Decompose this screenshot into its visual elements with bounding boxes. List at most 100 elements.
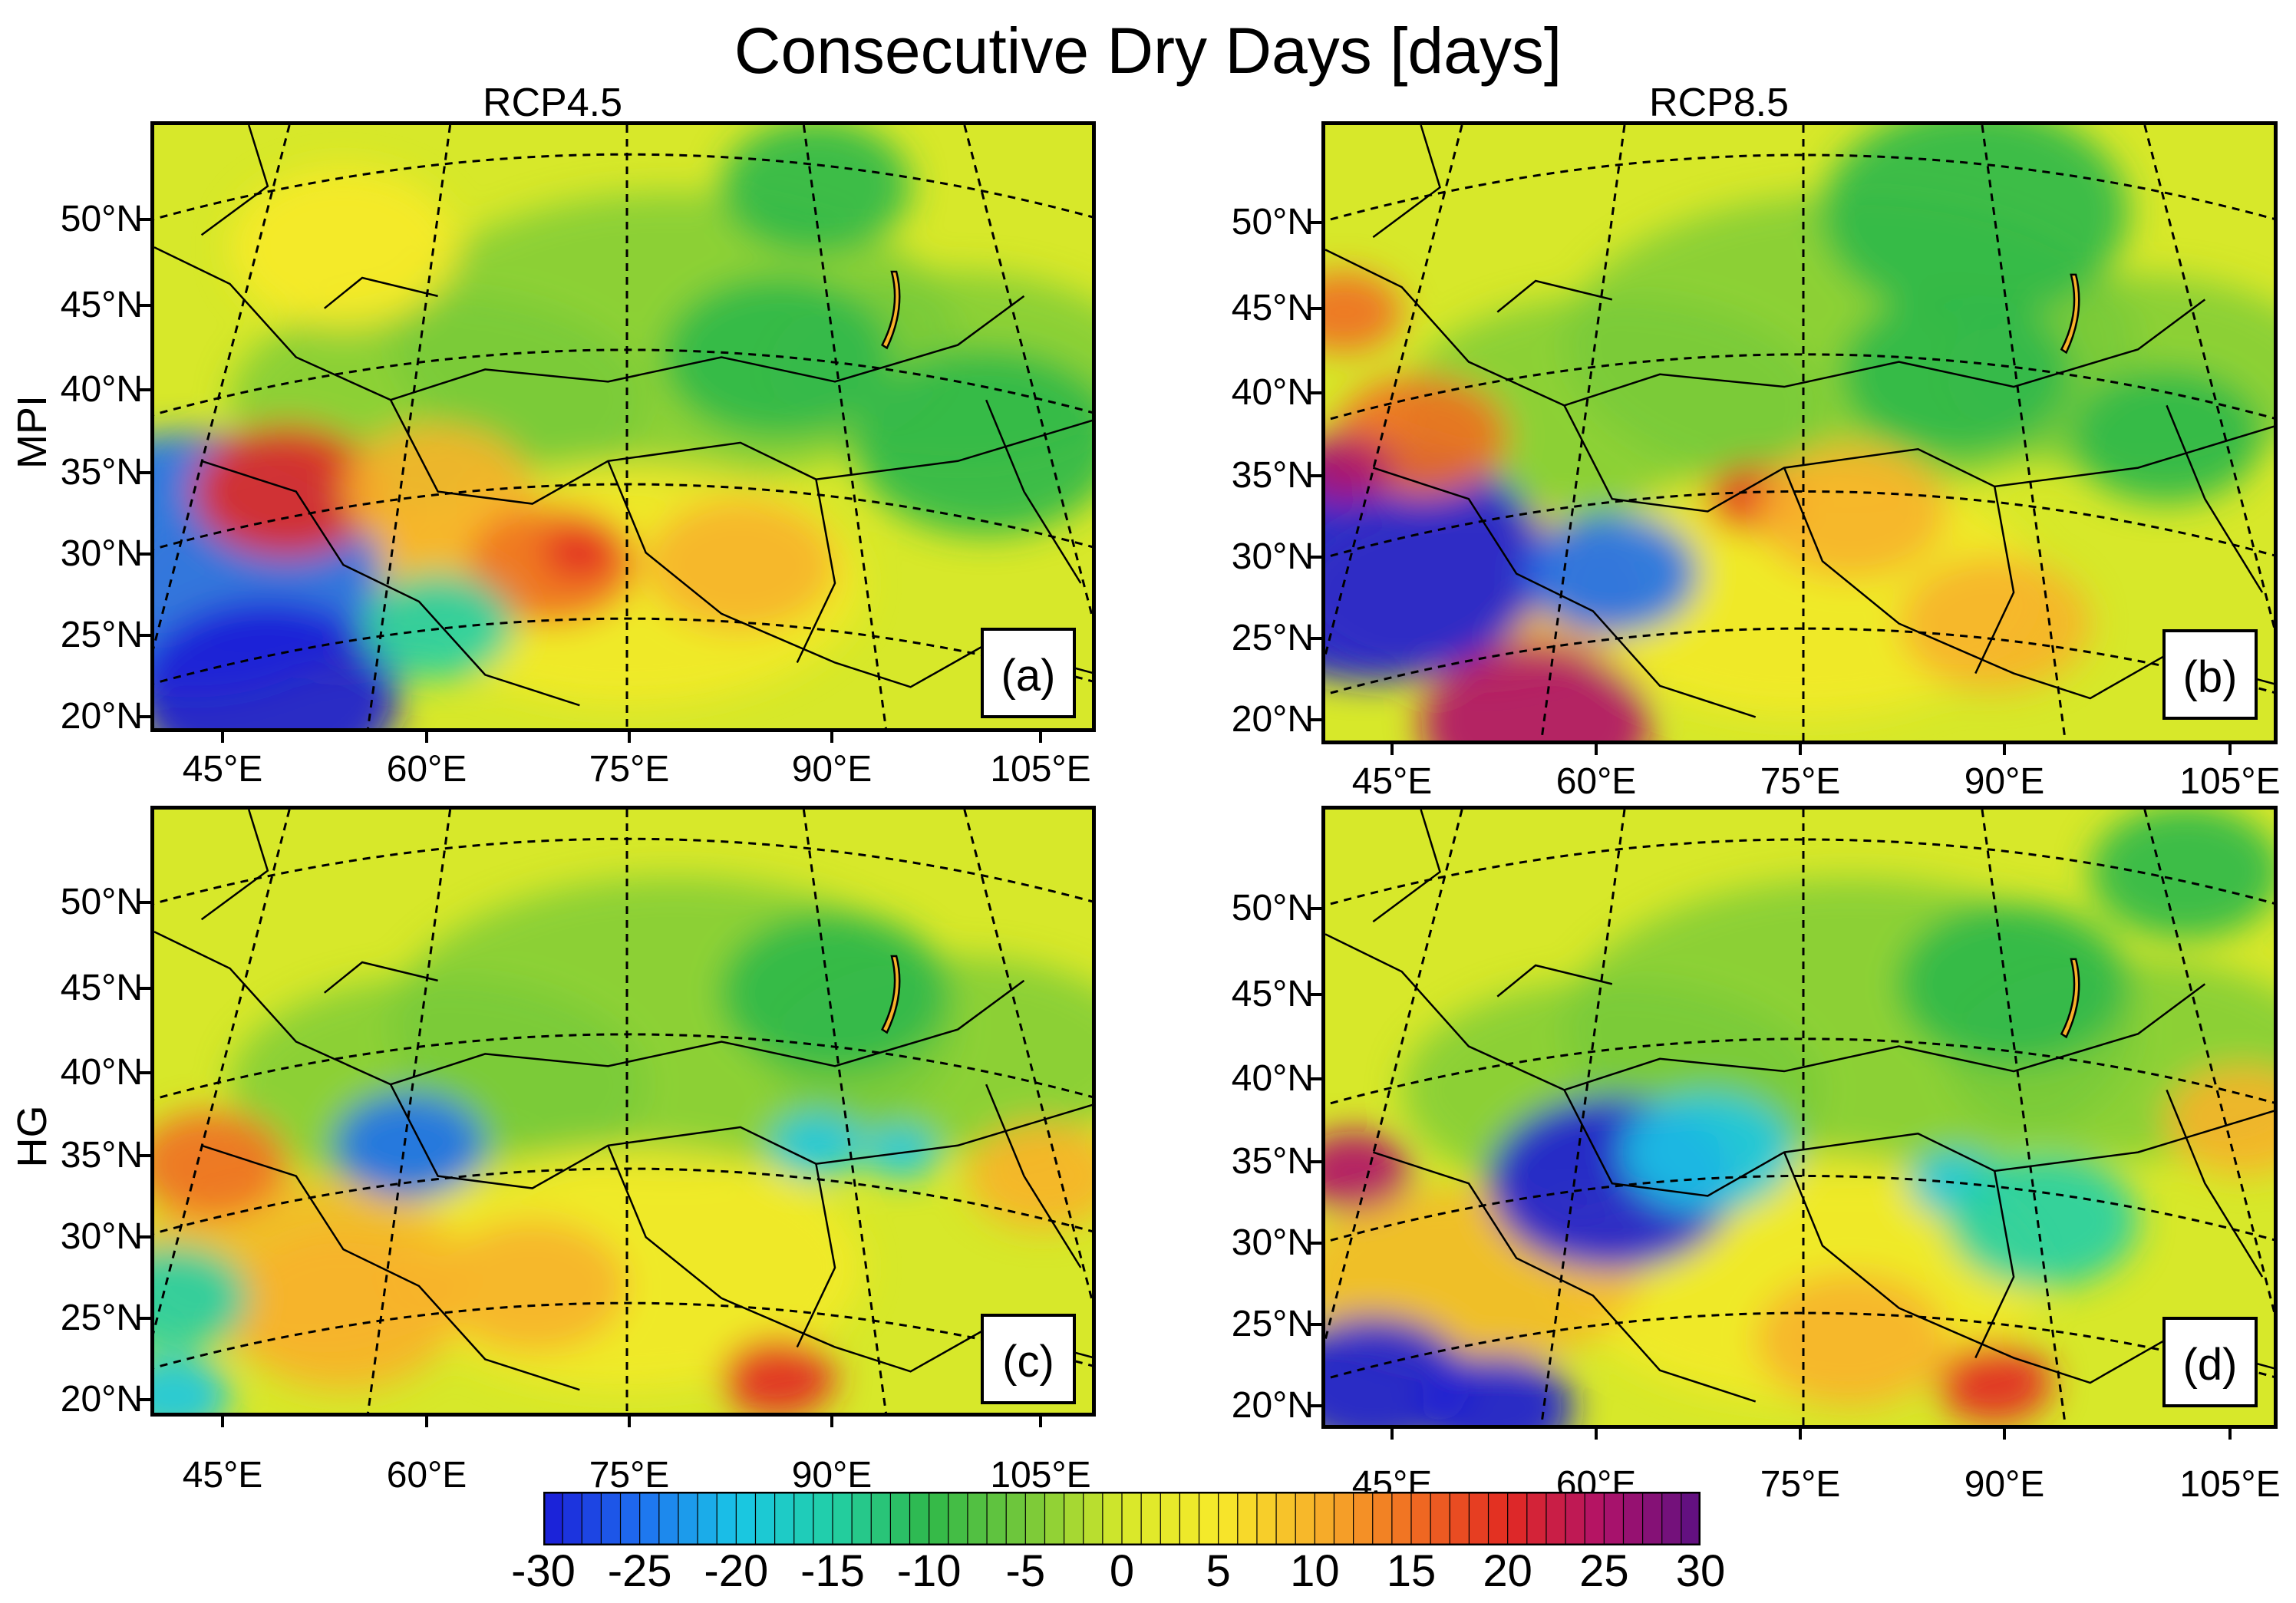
anomaly-region (853, 350, 1092, 536)
longitude-tick-mark (2228, 1427, 2232, 1440)
colorbar-bin (1160, 1492, 1181, 1545)
colorbar-bin (967, 1492, 988, 1545)
colorbar-tick-label: 25 (1579, 1546, 1629, 1596)
latitude-tick-mark (140, 634, 152, 637)
longitude-tick-label: 45°E (1351, 761, 1433, 802)
colorbar-bin (1641, 1492, 1663, 1545)
map-panel-c (150, 806, 1096, 1417)
colorbar-tick-label: -30 (511, 1546, 576, 1596)
anomaly-region (1420, 1354, 1574, 1425)
country-border (201, 460, 580, 707)
colorbar-bin (1237, 1492, 1259, 1545)
colorbar-bin (1333, 1492, 1354, 1545)
country-border (1563, 1089, 2274, 1197)
longitude-tick-mark (1595, 1427, 1598, 1440)
longitude-tick-mark (2003, 1427, 2006, 1440)
map-field-0 (154, 125, 1092, 728)
colorbar-tick-label: 10 (1290, 1546, 1340, 1596)
colorbar-bin (1661, 1492, 1682, 1545)
colorbar-bin (1314, 1492, 1335, 1545)
longitude-tick-mark (1390, 743, 1394, 755)
longitude-tick-mark (1390, 1427, 1394, 1440)
longitude-tick-mark (2228, 743, 2232, 755)
country-border (1974, 486, 2015, 675)
longitude-tick-label: 105°E (2179, 1464, 2281, 1505)
lake-baikal (2060, 273, 2080, 355)
country-border (323, 961, 438, 994)
latitude-tick-mark (1311, 221, 1323, 224)
panel-label-a: (a) (981, 628, 1076, 718)
longitude-tick-label: 60°E (386, 1455, 467, 1496)
colorbar-bin (1584, 1492, 1605, 1545)
anomaly-region (863, 1125, 939, 1179)
anomaly-region (154, 1245, 249, 1351)
colorbar-bin (1468, 1492, 1489, 1545)
anomaly-region (542, 526, 618, 579)
latitude-tick-label: 40°N (60, 1052, 143, 1093)
longitude-tick-label: 90°E (1964, 1464, 2045, 1505)
longitude-tick-label: 105°E (990, 1455, 1091, 1496)
latitude-tick-mark (140, 901, 152, 904)
longitude-tick-label: 75°E (589, 1455, 670, 1496)
latitude-tick-mark (140, 1398, 152, 1401)
anomaly-region (2070, 369, 2263, 504)
colorbar-bin (1295, 1492, 1316, 1545)
colorbar-tick-label: 0 (1109, 1546, 1135, 1596)
colorbar-bin (813, 1492, 834, 1545)
colorbar-bin (543, 1492, 564, 1545)
latitude-tick-mark (140, 1154, 152, 1157)
colorbar-bin (1179, 1492, 1200, 1545)
longitude-tick-mark (221, 731, 224, 743)
country-border (389, 399, 1092, 505)
colorbar-bin (1218, 1492, 1239, 1545)
colorbar-bin (1005, 1492, 1027, 1545)
colorbar-bin (870, 1492, 892, 1545)
latitude-tick-label: 50°N (1231, 888, 1314, 928)
colorbar-bin (851, 1492, 873, 1545)
colorbar-bin (948, 1492, 969, 1545)
country-border (323, 276, 438, 309)
colorbar-bin (1198, 1492, 1219, 1545)
panel-label-b: (b) (2162, 629, 2258, 720)
country-border (154, 931, 1025, 1086)
panel-label-d: (d) (2162, 1317, 2258, 1407)
latitude-tick-label: 35°N (1231, 1141, 1314, 1182)
latitude-tick-mark (1311, 1077, 1323, 1080)
graticule-parallel (154, 617, 1092, 684)
colorbar-bin (1256, 1492, 1278, 1545)
colorbar-tick-label: 20 (1483, 1546, 1532, 1596)
anomaly-region (229, 167, 457, 327)
colorbar-bin (658, 1492, 680, 1545)
country-border (200, 125, 269, 236)
colorbar-tick-label: -25 (607, 1546, 672, 1596)
colorbar-bin (889, 1492, 911, 1545)
anomaly-region (1621, 1092, 1794, 1213)
colorbar-bin (1449, 1492, 1470, 1545)
longitude-tick-mark (425, 731, 428, 743)
map-field-3 (1325, 810, 2274, 1425)
colorbar-bin (1121, 1492, 1143, 1545)
anomaly-region (2166, 1067, 2274, 1175)
graticule-meridian (1325, 810, 1463, 1345)
graticule-meridian (2143, 125, 2274, 631)
anomaly-region (154, 600, 401, 728)
latitude-tick-mark (140, 388, 152, 391)
graticule-meridian (2143, 810, 2274, 1315)
colorbar-bin (1275, 1492, 1297, 1545)
anomaly-region (1755, 1272, 1947, 1407)
country-border (1974, 1170, 2015, 1359)
anomaly-region (1937, 1342, 2052, 1423)
anomaly-region (1755, 444, 1947, 579)
country-border (1372, 125, 1441, 239)
colorbar-bin (793, 1492, 814, 1545)
country-border (200, 810, 269, 921)
latitude-tick-mark (140, 1235, 152, 1239)
colorbar-bin (1430, 1492, 1451, 1545)
lake-baikal (881, 270, 901, 350)
longitude-tick-mark (1039, 1415, 1042, 1427)
colorbar-bin (600, 1492, 622, 1545)
latitude-tick-mark (1311, 474, 1323, 477)
country-border (796, 1163, 836, 1348)
latitude-tick-label: 50°N (60, 882, 143, 922)
latitude-tick-mark (1311, 993, 1323, 996)
